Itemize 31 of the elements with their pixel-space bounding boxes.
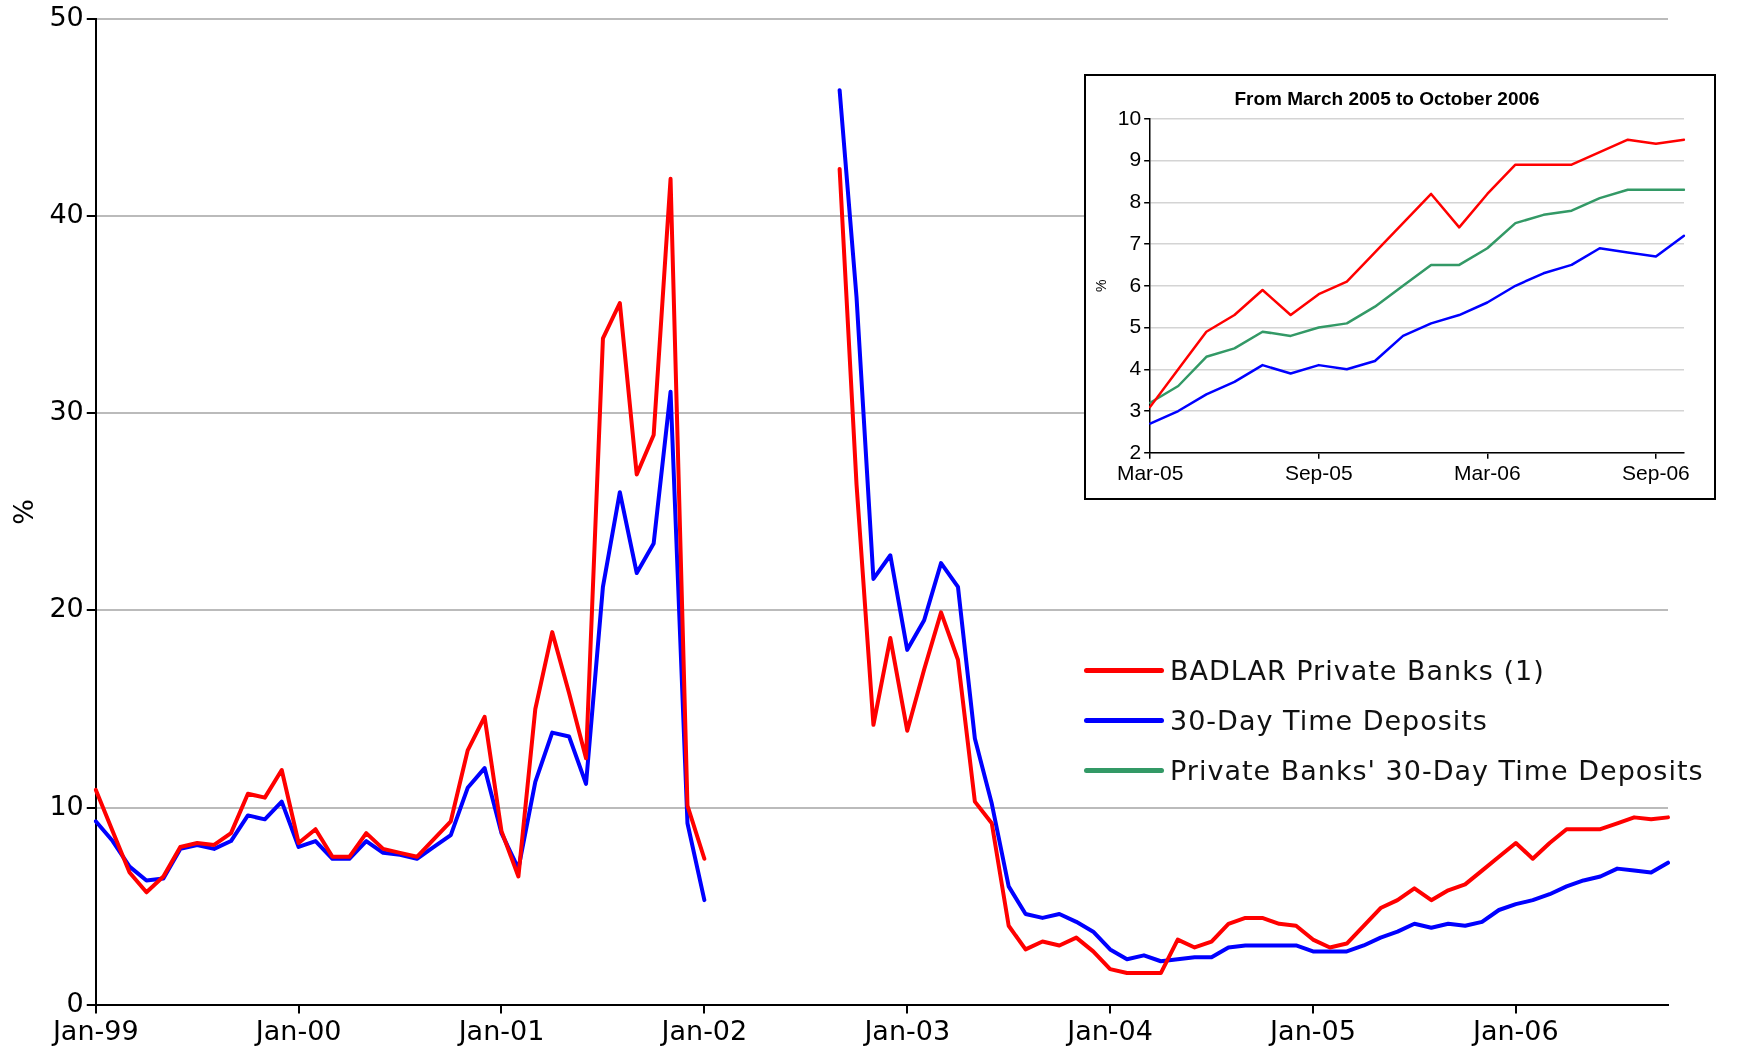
chart-title: From March 2005 to October 2006 bbox=[1234, 87, 1540, 109]
x-tick-label: Mar-06 bbox=[1454, 461, 1521, 485]
y-tick-label: 30 bbox=[49, 395, 84, 427]
y-tick-label: 8 bbox=[1129, 189, 1142, 213]
legend-label: BADLAR Private Banks (1) bbox=[1170, 654, 1545, 686]
y-tick-label: 50 bbox=[49, 1, 84, 33]
x-tick-label: Mar-05 bbox=[1116, 461, 1184, 485]
x-tick-label: Sep-06 bbox=[1622, 461, 1690, 485]
y-tick-label: 10 bbox=[1117, 105, 1142, 129]
y-axis-title: % bbox=[8, 499, 40, 525]
y-tick-label: 4 bbox=[1129, 356, 1142, 380]
x-tick-label: Jan-02 bbox=[659, 1014, 748, 1046]
y-tick-label: 10 bbox=[49, 789, 84, 821]
x-tick-label: Jan-04 bbox=[1065, 1014, 1153, 1046]
x-tick-label: Jan-01 bbox=[456, 1014, 545, 1046]
legend-label: Private Banks' 30-Day Time Deposits bbox=[1170, 754, 1704, 786]
y-tick-label: 3 bbox=[1129, 397, 1142, 421]
x-tick-label: Jan-06 bbox=[1470, 1014, 1559, 1046]
y-tick-label: 20 bbox=[49, 592, 84, 624]
legend-label: 30-Day Time Deposits bbox=[1170, 704, 1488, 736]
y-tick-label: 40 bbox=[49, 198, 84, 230]
x-tick-label: Jan-05 bbox=[1268, 1014, 1356, 1046]
y-tick-label: 9 bbox=[1129, 147, 1142, 171]
x-tick-label: Jan-03 bbox=[862, 1014, 951, 1046]
y-tick-label: 6 bbox=[1129, 272, 1142, 296]
x-tick-label: Sep-05 bbox=[1284, 461, 1353, 485]
x-tick-label: Jan-00 bbox=[253, 1014, 342, 1046]
y-axis-title: % bbox=[1093, 279, 1110, 293]
y-tick-label: 2 bbox=[1129, 439, 1142, 463]
y-tick-label: 7 bbox=[1129, 230, 1142, 254]
y-tick-label: 5 bbox=[1129, 314, 1142, 338]
